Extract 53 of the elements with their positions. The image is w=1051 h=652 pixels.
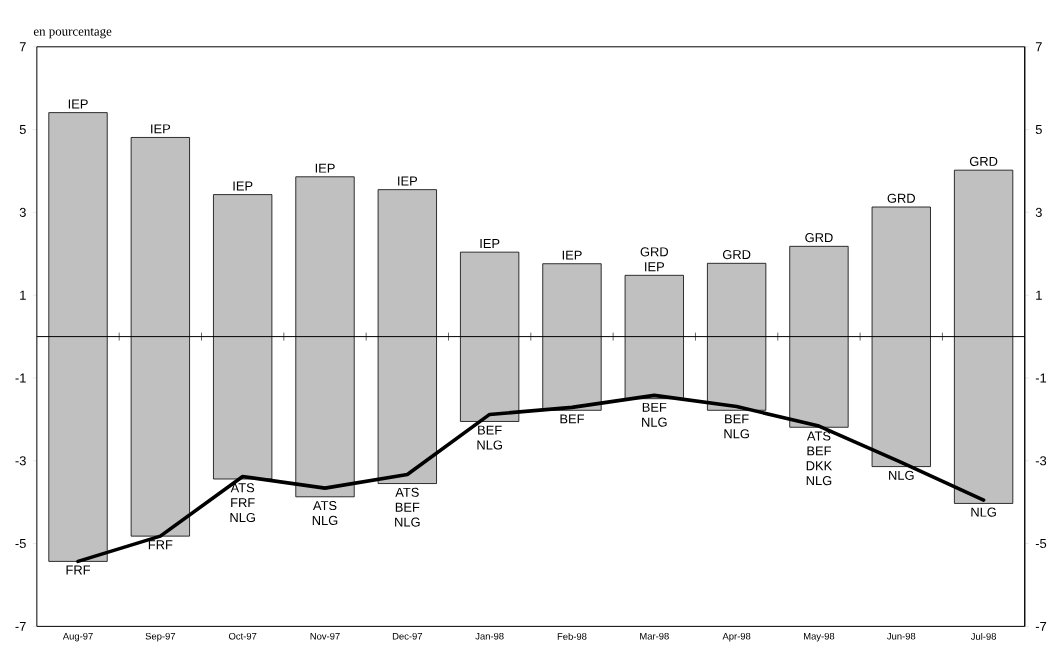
- y2-tick-label: 5: [1035, 124, 1042, 134]
- x-tick-label: Mar-98: [640, 632, 669, 640]
- x-tick-label: Dec-97: [392, 632, 423, 640]
- annotation: IEP: [315, 163, 335, 173]
- annotation: IEP: [151, 124, 171, 134]
- annotation: ATS FRF NLG: [230, 483, 255, 522]
- annotation: BEF NLG: [642, 402, 667, 427]
- annotation: BEF NLG: [724, 414, 749, 439]
- y2-tick-label: -3: [1035, 456, 1047, 466]
- annotation: ATS NLG: [312, 500, 338, 525]
- annotation: IEP: [68, 99, 88, 109]
- y-tick-label: -7: [15, 621, 26, 631]
- annotation: GRD IEP: [640, 247, 669, 271]
- x-tick-label: Nov-97: [310, 632, 340, 640]
- y-tick-label: 1: [20, 290, 26, 300]
- y2-tick-label: 3: [1035, 207, 1042, 217]
- x-tick-label: Jun-98: [887, 632, 916, 640]
- annotation: IEP: [562, 250, 582, 260]
- y2-tick-label: 1: [1036, 290, 1042, 300]
- x-tick-label: Jan-98: [475, 632, 504, 640]
- annotation: IEP: [480, 238, 500, 248]
- annotation: FRF: [148, 540, 173, 550]
- y2-tick-label: -5: [1035, 538, 1047, 548]
- x-tick-label: Jul-98: [970, 632, 997, 640]
- annotation: NLG: [971, 507, 996, 517]
- annotation: IEP: [233, 181, 253, 191]
- annotation: IEP: [398, 176, 418, 186]
- annotation: GRD: [969, 156, 998, 166]
- x-tick-label: Oct-97: [228, 632, 257, 640]
- y-tick-label: -1: [15, 373, 26, 383]
- y-tick-label: -5: [15, 538, 26, 548]
- x-tick-label: Aug-97: [62, 632, 93, 642]
- annotation: NLG: [889, 470, 914, 480]
- annotation: GRD: [805, 232, 833, 243]
- annotation: ATS BEF DKK NLG: [806, 431, 833, 486]
- annotation: FRF: [66, 565, 91, 575]
- y2-tick-label: 7: [1035, 42, 1042, 52]
- annotation: GRD: [887, 193, 915, 203]
- y-tick-label: 5: [19, 124, 26, 134]
- x-tick-label: Feb-98: [557, 632, 587, 640]
- y-tick-label: 3: [19, 207, 26, 217]
- x-tick-label: Apr-98: [722, 632, 751, 642]
- annotation: ATS BEF NLG: [395, 487, 420, 527]
- y-tick-label: -3: [15, 456, 26, 466]
- y-axis-title: en pourcentage: [33, 28, 112, 39]
- y-tick-label: 7: [19, 42, 26, 52]
- annotation: GRD: [722, 249, 751, 259]
- x-tick-label: Sep-97: [145, 632, 176, 642]
- y2-tick-label: -1: [1035, 373, 1047, 383]
- x-tick-label: May-98: [804, 632, 835, 642]
- annotation: BEF NLG: [477, 425, 502, 450]
- y2-tick-label: -7: [1035, 621, 1047, 631]
- annotation: BEF: [560, 414, 584, 424]
